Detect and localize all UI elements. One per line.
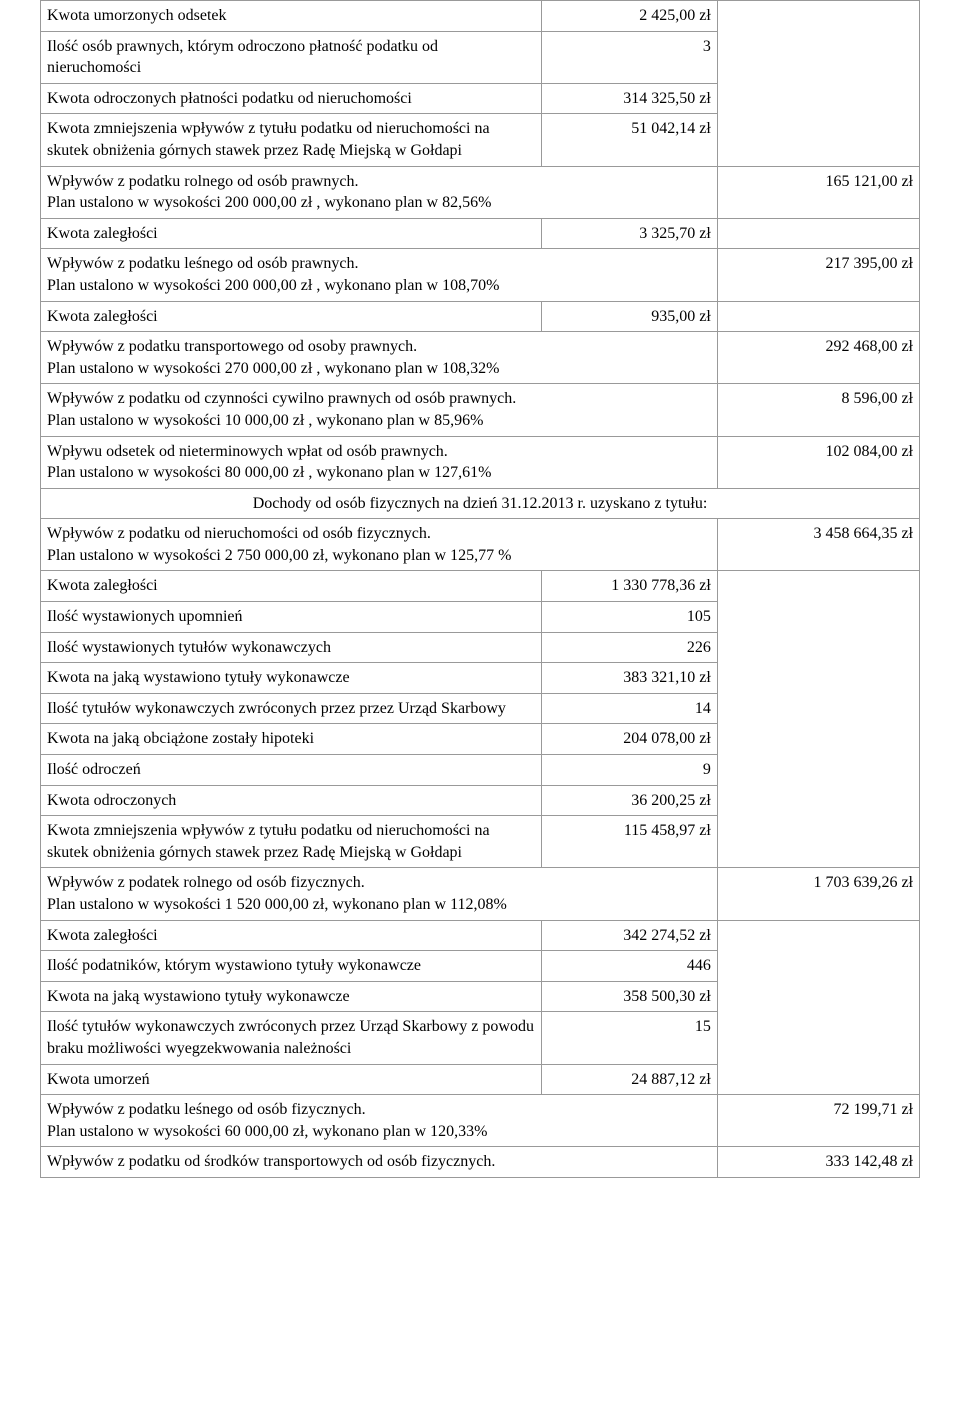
row-value: 226	[542, 632, 718, 663]
table-row: Wpływów z podatku od środków transportow…	[41, 1147, 920, 1178]
label-line: Plan ustalono w wysokości 200 000,00 zł …	[47, 277, 499, 294]
table-row: Wpływów z podatku leśnego od osób fizycz…	[41, 1095, 920, 1147]
table-row: Wpływów z podatku rolnego od osób prawny…	[41, 166, 920, 218]
label-line: Wpływów z podatku rolnego od osób prawny…	[47, 173, 359, 190]
row-label: Wpływów z podatku od czynności cywilno p…	[41, 384, 718, 436]
row-total: 3 458 664,35 zł	[717, 519, 919, 571]
row-total: 165 121,00 zł	[717, 166, 919, 218]
row-value: 36 200,25 zł	[542, 785, 718, 816]
table-row: Kwota zaległości 1 330 778,36 zł	[41, 571, 920, 602]
row-value: 9	[542, 755, 718, 786]
label-line: Wpływu odsetek od nieterminowych wpłat o…	[47, 443, 448, 460]
row-value: 3	[542, 31, 718, 83]
row-label: Wpływów z podatku transportowego od osob…	[41, 332, 718, 384]
row-label: Kwota odroczonych	[41, 785, 542, 816]
row-label: Ilość tytułów wykonawczych zwróconych pr…	[41, 1012, 542, 1064]
row-label: Ilość odroczeń	[41, 755, 542, 786]
label-line: Plan ustalono w wysokości 2 750 000,00 z…	[47, 547, 511, 564]
label-line: Plan ustalono w wysokości 270 000,00 zł …	[47, 360, 499, 377]
row-total: 292 468,00 zł	[717, 332, 919, 384]
table-row: Wpływu odsetek od nieterminowych wpłat o…	[41, 436, 920, 488]
table-row: Kwota umorzonych odsetek 2 425,00 zł	[41, 1, 920, 32]
label-line: Wpływów z podatku leśnego od osób fizycz…	[47, 1101, 366, 1118]
row-total: 217 395,00 zł	[717, 249, 919, 301]
row-value: 15	[542, 1012, 718, 1064]
row-total: 1 703 639,26 zł	[717, 868, 919, 920]
row-value: 446	[542, 951, 718, 982]
row-label: Wpływów z podatku od środków transportow…	[41, 1147, 718, 1178]
row-value: 342 274,52 zł	[542, 920, 718, 951]
row-value: 314 325,50 zł	[542, 83, 718, 114]
row-label: Kwota zaległości	[41, 920, 542, 951]
row-label: Kwota zmniejszenia wpływów z tytułu poda…	[41, 816, 542, 868]
row-value: 3 325,70 zł	[542, 218, 718, 249]
row-label: Ilość podatników, którym wystawiono tytu…	[41, 951, 542, 982]
label-line: Plan ustalono w wysokości 80 000,00 zł ,…	[47, 464, 491, 481]
section-heading: Dochody od osób fizycznych na dzień 31.1…	[41, 488, 920, 519]
row-total: 333 142,48 zł	[717, 1147, 919, 1178]
row-label: Wpływów z podatku od nieruchomości od os…	[41, 519, 718, 571]
row-label: Ilość osób prawnych, którym odroczono pł…	[41, 31, 542, 83]
empty-cell	[717, 301, 919, 332]
row-value: 935,00 zł	[542, 301, 718, 332]
row-value: 14	[542, 693, 718, 724]
row-label: Kwota zmniejszenia wpływów z tytułu poda…	[41, 114, 542, 166]
label-line: Wpływów z podatku od czynności cywilno p…	[47, 390, 516, 407]
row-label: Kwota na jaką wystawiono tytuły wykonawc…	[41, 663, 542, 694]
row-label: Kwota zaległości	[41, 571, 542, 602]
row-value: 115 458,97 zł	[542, 816, 718, 868]
row-label: Kwota na jaką wystawiono tytuły wykonawc…	[41, 981, 542, 1012]
table-row: Kwota zaległości 342 274,52 zł	[41, 920, 920, 951]
label-line: Plan ustalono w wysokości 200 000,00 zł …	[47, 194, 491, 211]
table-row: Wpływów z podatku od nieruchomości od os…	[41, 519, 920, 571]
table-row: Kwota zaległości 935,00 zł	[41, 301, 920, 332]
row-label: Wpływów z podatku leśnego od osób fizycz…	[41, 1095, 718, 1147]
row-label: Kwota odroczonych płatności podatku od n…	[41, 83, 542, 114]
label-line: Wpływów z podatku transportowego od osob…	[47, 338, 417, 355]
table-row: Kwota zaległości 3 325,70 zł	[41, 218, 920, 249]
row-label: Wpływu odsetek od nieterminowych wpłat o…	[41, 436, 718, 488]
table-row: Wpływów z podatku od czynności cywilno p…	[41, 384, 920, 436]
row-value: 51 042,14 zł	[542, 114, 718, 166]
section-heading-row: Dochody od osób fizycznych na dzień 31.1…	[41, 488, 920, 519]
row-value: 358 500,30 zł	[542, 981, 718, 1012]
row-value: 24 887,12 zł	[542, 1064, 718, 1095]
label-line: Wpływów z podatek rolnego od osób fizycz…	[47, 874, 365, 891]
row-label: Wpływów z podatku leśnego od osób prawny…	[41, 249, 718, 301]
row-label: Wpływów z podatku rolnego od osób prawny…	[41, 166, 718, 218]
row-label: Ilość wystawionych upomnień	[41, 602, 542, 633]
row-value: 1 330 778,36 zł	[542, 571, 718, 602]
label-line: Plan ustalono w wysokości 1 520 000,00 z…	[47, 896, 507, 913]
row-label: Kwota umorzeń	[41, 1064, 542, 1095]
table-row: Wpływów z podatku leśnego od osób prawny…	[41, 249, 920, 301]
row-label: Ilość tytułów wykonawczych zwróconych pr…	[41, 693, 542, 724]
label-line: Plan ustalono w wysokości 60 000,00 zł, …	[47, 1123, 487, 1140]
row-label: Kwota zaległości	[41, 218, 542, 249]
empty-cell	[717, 571, 919, 868]
table-row: Wpływów z podatku transportowego od osob…	[41, 332, 920, 384]
financial-table: Kwota umorzonych odsetek 2 425,00 zł Ilo…	[40, 0, 920, 1178]
row-label: Ilość wystawionych tytułów wykonawczych	[41, 632, 542, 663]
document-page: Kwota umorzonych odsetek 2 425,00 zł Ilo…	[40, 0, 920, 1178]
row-label: Kwota na jaką obciążone zostały hipoteki	[41, 724, 542, 755]
row-value: 204 078,00 zł	[542, 724, 718, 755]
table-row: Wpływów z podatek rolnego od osób fizycz…	[41, 868, 920, 920]
row-total: 102 084,00 zł	[717, 436, 919, 488]
row-value: 2 425,00 zł	[542, 1, 718, 32]
row-value: 383 321,10 zł	[542, 663, 718, 694]
empty-cell	[717, 218, 919, 249]
row-total: 72 199,71 zł	[717, 1095, 919, 1147]
row-label: Kwota zaległości	[41, 301, 542, 332]
row-value: 105	[542, 602, 718, 633]
row-total: 8 596,00 zł	[717, 384, 919, 436]
row-label: Kwota umorzonych odsetek	[41, 1, 542, 32]
label-line: Wpływów z podatku od nieruchomości od os…	[47, 525, 431, 542]
empty-cell	[717, 1, 919, 167]
empty-cell	[717, 920, 919, 1095]
row-label: Wpływów z podatek rolnego od osób fizycz…	[41, 868, 718, 920]
label-line: Wpływów z podatku leśnego od osób prawny…	[47, 255, 359, 272]
label-line: Plan ustalono w wysokości 10 000,00 zł ,…	[47, 412, 483, 429]
